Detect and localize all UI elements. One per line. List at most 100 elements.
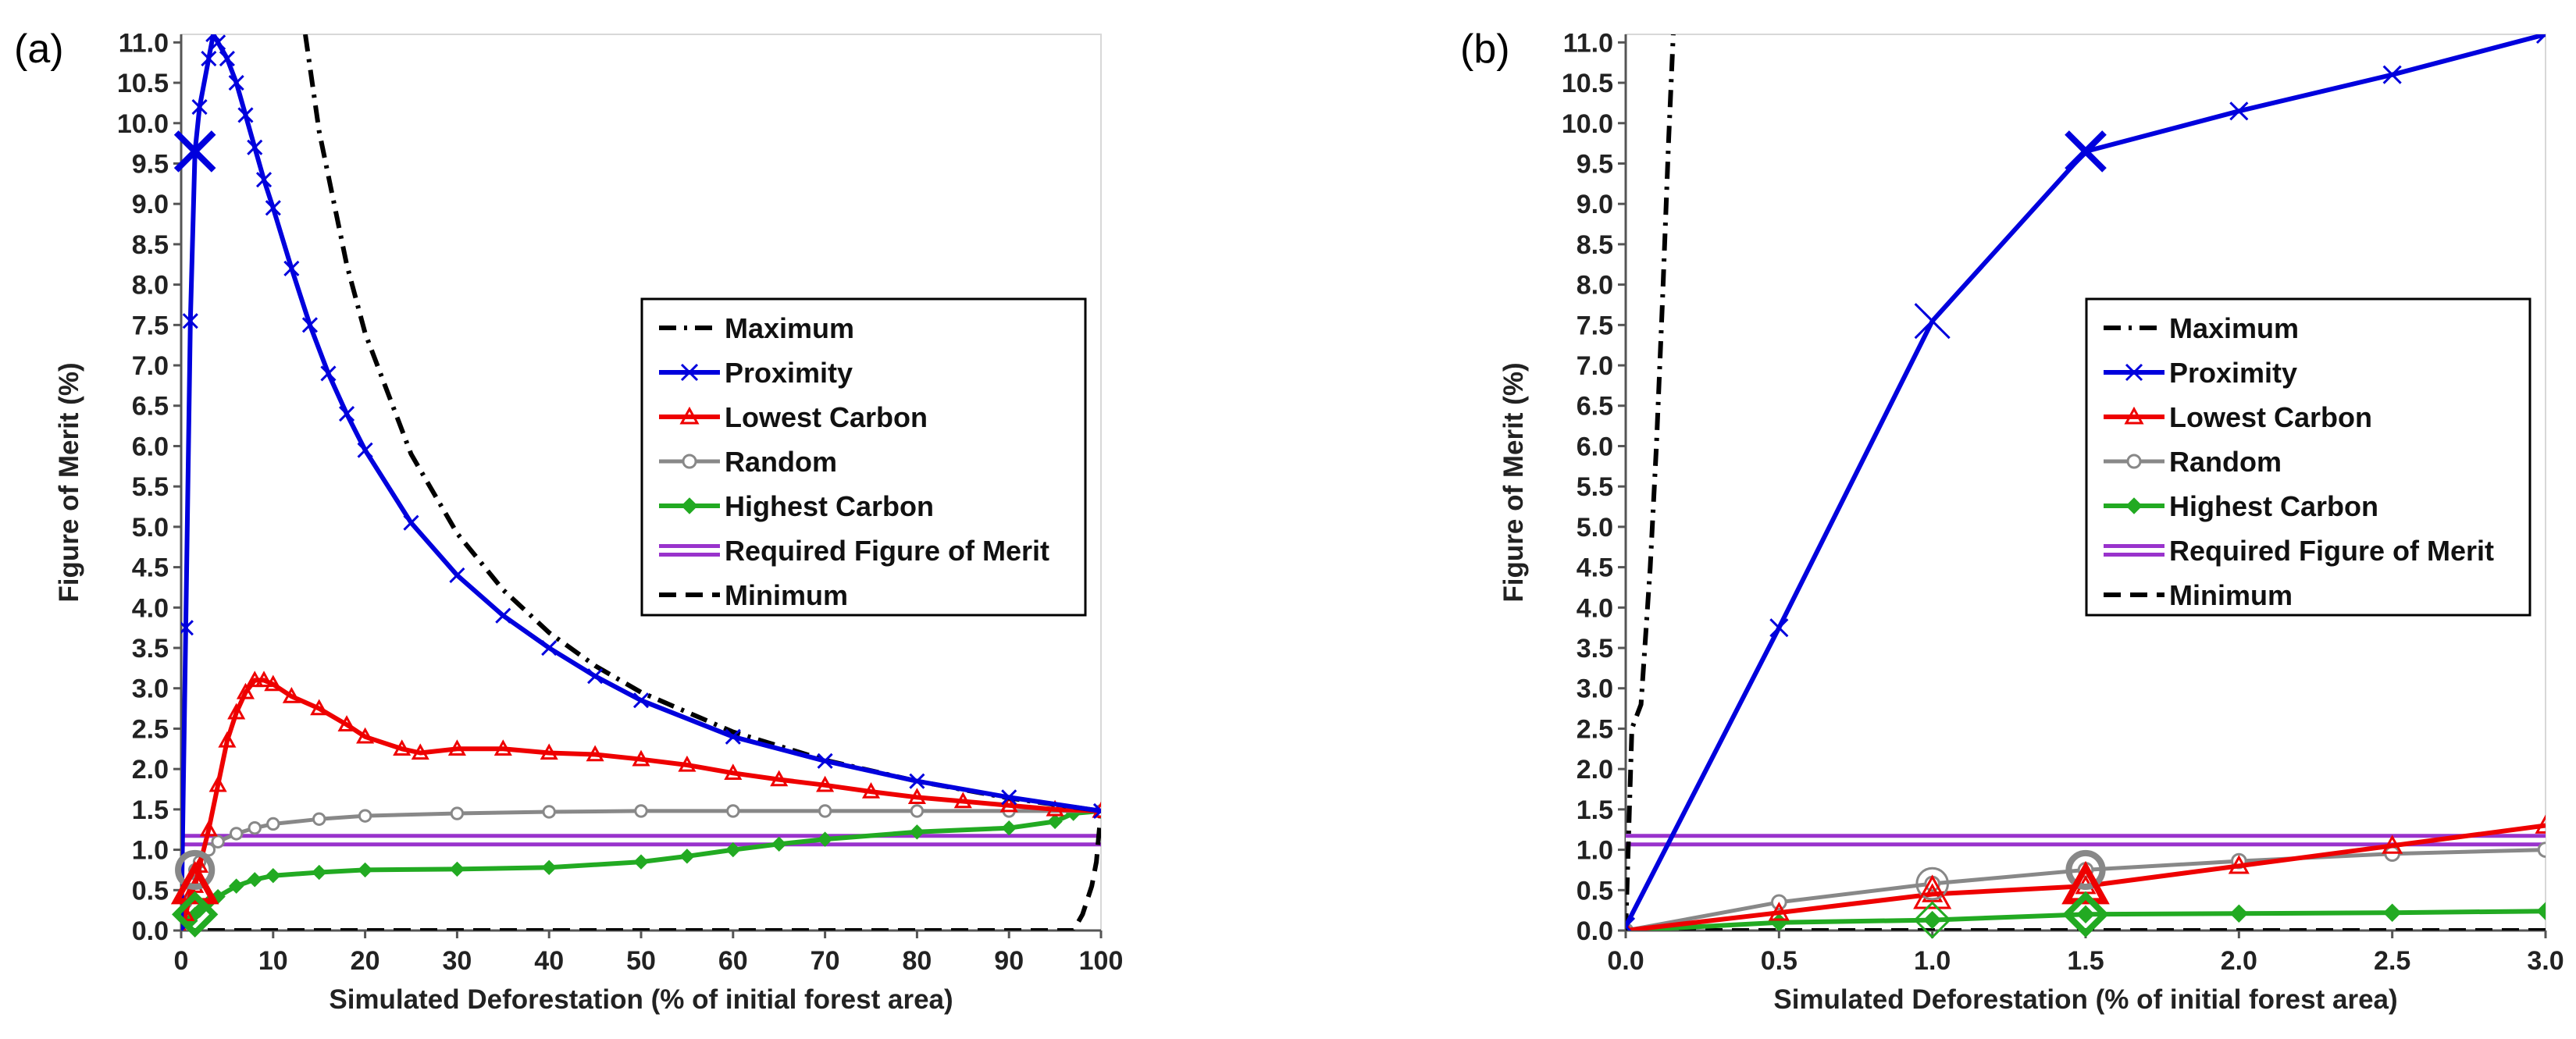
- highlight-proximity-marker: [1914, 303, 1951, 340]
- y-tick-label: 0.0: [132, 916, 169, 946]
- y-tick-label: 8.0: [132, 271, 169, 301]
- y-tick-label: 6.0: [132, 432, 169, 461]
- highlight-random-marker: [2065, 849, 2106, 891]
- x-axis-title: Simulated Deforestation (% of initial fo…: [329, 984, 953, 1015]
- y-tick-label: 5.5: [132, 472, 169, 502]
- y-tick-label: 2.5: [132, 714, 169, 744]
- series-lowest-carbon-marker: [678, 755, 697, 772]
- series-lowest-carbon-marker: [356, 727, 375, 744]
- series-lowest-carbon-marker: [208, 775, 227, 792]
- y-tick-label: 8.5: [1577, 230, 1613, 260]
- y-tick-label: 8.5: [132, 230, 169, 260]
- x-tick-label: 0.0: [1607, 946, 1644, 976]
- series-lowest-carbon-marker: [411, 743, 429, 760]
- legend-item-maximum: Maximum: [2104, 312, 2299, 344]
- highlight-markers: [1913, 130, 2110, 939]
- plot-area: [181, 34, 1101, 930]
- legend-marker: [681, 497, 698, 514]
- x-tick-label: 1.5: [2067, 946, 2104, 976]
- highlight-random-marker: [1915, 866, 1949, 901]
- y-tick-label: 1.5: [132, 795, 169, 825]
- y-tick-label: 5.5: [1577, 472, 1613, 502]
- series-lowest-carbon-marker: [586, 745, 604, 762]
- series-random-marker: [542, 805, 556, 819]
- series-highest-carbon-marker: [2382, 903, 2402, 922]
- series-highest-carbon-marker: [771, 836, 787, 852]
- series-random-marker: [910, 804, 925, 818]
- legend-item-highest-carbon: Highest Carbon: [659, 490, 934, 522]
- series-lowest-carbon-marker: [199, 820, 218, 837]
- series-proximity-marker: [2229, 101, 2249, 121]
- series-lowest-carbon-marker: [1768, 902, 1790, 921]
- highlight-highest-carbon-marker: [2062, 891, 2109, 938]
- legend-label: Proximity: [2169, 357, 2297, 389]
- series-proximity-marker: [403, 514, 419, 531]
- y-tick-label: 6.0: [1577, 432, 1613, 461]
- series-proximity-marker: [817, 753, 833, 769]
- series-highest-carbon-marker: [679, 849, 695, 864]
- series-lowest-carbon-marker: [218, 731, 237, 748]
- series-highest-carbon-marker: [1047, 813, 1063, 830]
- y-tick-label: 3.5: [1577, 634, 1613, 664]
- series-lowest-carbon-marker: [770, 770, 789, 787]
- legend: Maximum Proximity Lowest Carbon Random Highe…: [2085, 297, 2531, 617]
- legend-item-proximity: Proximity: [2104, 357, 2297, 389]
- series-random-marker: [266, 817, 280, 831]
- series-lowest-carbon-marker: [245, 671, 264, 688]
- y-tick-label: 5.0: [1577, 513, 1613, 543]
- y-tick-label: 10.5: [117, 69, 169, 98]
- x-tick-label: 50: [626, 946, 656, 976]
- y-axis-title: Figure of Merit (%): [54, 362, 84, 602]
- highlight-markers: [170, 130, 219, 938]
- legend-item-minimum: Minimum: [2104, 579, 2293, 611]
- x-tick-label: 20: [351, 946, 380, 976]
- series-random-marker: [2384, 845, 2400, 863]
- y-tick-label: 6.5: [1577, 392, 1613, 422]
- series-highest-carbon-marker: [228, 878, 244, 894]
- y-tick-label: 4.0: [132, 593, 169, 623]
- series-proximity-marker: [205, 34, 222, 43]
- legend-label: Minimum: [725, 579, 848, 611]
- y-tick-label: 3.0: [132, 674, 169, 704]
- legend-label: Lowest Carbon: [2169, 401, 2372, 433]
- legend-item-random: Random: [2104, 446, 2282, 478]
- y-tick-label: 9.0: [1577, 190, 1613, 219]
- series-highest-carbon-marker: [2536, 902, 2546, 920]
- series-proximity-marker: [725, 728, 741, 745]
- series-proximity-marker: [283, 260, 300, 276]
- series-random-marker: [312, 812, 326, 826]
- y-tick-label: 1.0: [132, 836, 169, 866]
- y-tick-label: 10.5: [1562, 69, 1613, 98]
- series-lowest-carbon-marker: [264, 674, 283, 692]
- series-lowest-carbon-line: [181, 678, 1101, 930]
- series-proximity-marker: [228, 74, 244, 91]
- series-highest-carbon-marker: [633, 854, 649, 870]
- series-highest-carbon-marker: [2076, 905, 2095, 924]
- legend-label: Random: [2169, 446, 2282, 478]
- y-tick-label: 1.5: [1577, 795, 1613, 825]
- series-proximity-marker: [181, 620, 194, 636]
- series-proximity-marker: [255, 172, 273, 188]
- series-lowest-carbon-marker: [907, 788, 926, 805]
- series-highest-carbon-marker: [1001, 820, 1017, 836]
- legend-label: Minimum: [2169, 579, 2293, 611]
- series-lowest-carbon-marker: [310, 699, 329, 716]
- y-tick-label: 4.5: [132, 553, 169, 583]
- series-proximity-marker: [247, 139, 263, 155]
- series-highest-carbon-marker: [449, 861, 465, 877]
- series-proximity-line: [181, 34, 1101, 930]
- highlight-lowest-carbon-marker: [170, 860, 219, 905]
- x-tick-label: 80: [902, 946, 932, 976]
- series-highest-carbon: [181, 803, 1101, 930]
- legend-marker: [680, 363, 699, 382]
- series-random-marker: [818, 804, 832, 818]
- panel-label: (a): [14, 27, 64, 72]
- legend-item-highest-carbon: Highest Carbon: [2104, 490, 2378, 522]
- series-highest-carbon-marker: [265, 867, 281, 884]
- series-highest-carbon-marker: [541, 859, 557, 876]
- series-lowest-carbon-marker: [632, 749, 650, 767]
- series-lowest-carbon-marker: [999, 795, 1018, 813]
- y-tick-label: 11.0: [1563, 28, 1613, 58]
- legend-box: [2085, 297, 2531, 617]
- x-axis-title: Simulated Deforestation (% of initial fo…: [1773, 984, 2397, 1015]
